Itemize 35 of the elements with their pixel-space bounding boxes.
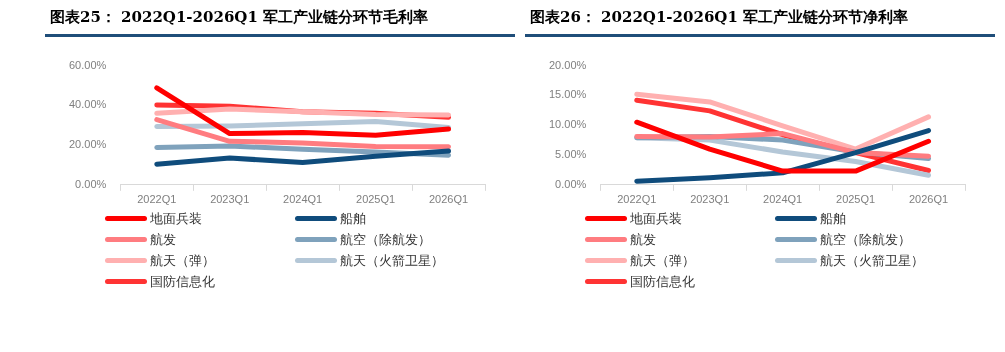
x-tick-label: 2023Q1: [690, 193, 730, 206]
x-tick-label: 2026Q1: [908, 193, 949, 206]
legend-label: 航天（火箭卫星）: [340, 251, 444, 270]
y-tick-label: 5.00%: [555, 148, 587, 161]
legend-label: 国防信息化: [150, 272, 215, 291]
legend-label: 航天（火箭卫星）: [820, 251, 924, 270]
x-tick-label: 2022Q1: [617, 193, 657, 206]
legend-label: 国防信息化: [630, 272, 695, 291]
legend-label: 航空（除航发）: [340, 230, 431, 249]
y-tick-label: 15.00%: [549, 88, 587, 101]
legend-label: 船舶: [340, 209, 366, 228]
chart-title: 图表26： 2022Q1-2026Q1 军工产业链分环节净利率: [525, 8, 995, 37]
x-tick-label: 2022Q1: [137, 193, 177, 206]
legend-label: 船舶: [820, 209, 846, 228]
x-tick-label: 2023Q1: [210, 193, 250, 206]
legend-label: 航天（弹）: [150, 251, 215, 270]
legend-label: 地面兵装: [150, 209, 202, 228]
y-tick-label: 60.00%: [69, 58, 107, 71]
y-tick-label: 40.00%: [69, 98, 107, 111]
y-tick-label: 10.00%: [549, 118, 587, 131]
legend-label: 航发: [150, 230, 176, 249]
x-tick-label: 2024Q1: [763, 193, 803, 206]
chart-title: 图表25： 2022Q1-2026Q1 军工产业链分环节毛利率: [45, 8, 515, 37]
legend-label: 航空（除航发）: [820, 230, 911, 249]
x-tick-label: 2026Q1: [428, 193, 469, 206]
y-tick-label: 0.00%: [555, 177, 587, 190]
y-tick-label: 0.00%: [75, 177, 107, 190]
x-tick-label: 2025Q1: [356, 193, 396, 206]
y-tick-label: 20.00%: [69, 138, 107, 151]
y-tick-label: 20.00%: [549, 58, 587, 71]
x-tick-label: 2024Q1: [283, 193, 323, 206]
legend-label: 航天（弹）: [630, 251, 695, 270]
legend-label: 航发: [630, 230, 656, 249]
x-tick-label: 2025Q1: [836, 193, 876, 206]
legend-label: 地面兵装: [630, 209, 682, 228]
